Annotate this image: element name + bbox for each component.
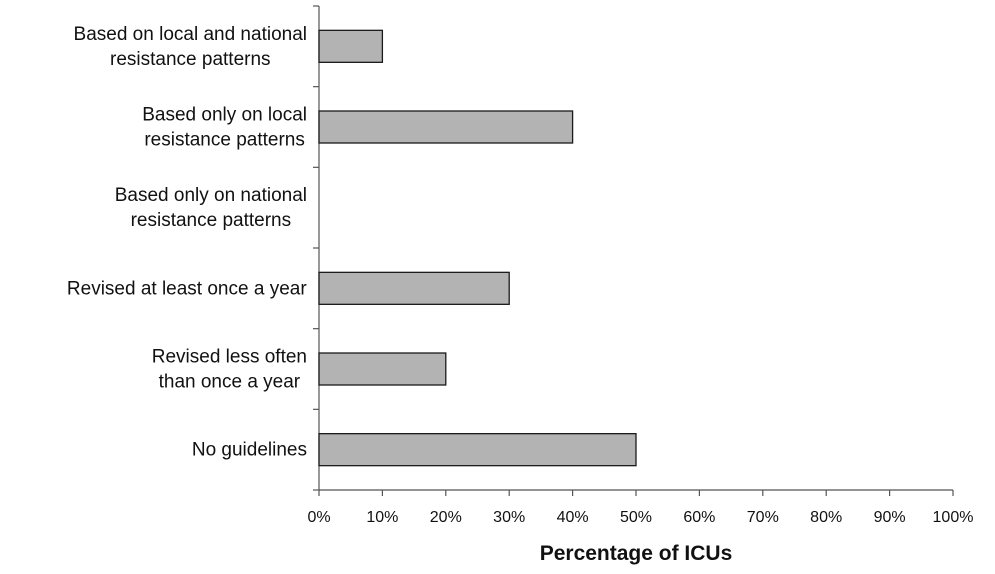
x-tick-label: 70% [747, 509, 779, 526]
category-label-line: resistance patterns [131, 210, 292, 231]
chart-axes [313, 5, 954, 496]
bar [318, 271, 510, 305]
category-label-line: Based only on national [115, 185, 307, 206]
x-tick-label: 90% [874, 509, 906, 526]
x-tick-label: 40% [557, 509, 589, 526]
x-tick-label: 60% [683, 509, 715, 526]
category-label-line: than once a year [159, 372, 301, 393]
category-label-line: resistance patterns [110, 49, 271, 70]
x-tick-label: 20% [430, 509, 462, 526]
bar [318, 110, 574, 144]
x-tick-label: 10% [366, 509, 398, 526]
x-tick-label: 0% [307, 509, 330, 526]
bar [318, 29, 384, 63]
bar [318, 352, 447, 386]
x-tick-label: 50% [620, 509, 652, 526]
category-label-line: resistance patterns [144, 130, 305, 151]
category-label-line: Based on local and national [74, 24, 307, 45]
category-label-line: Revised at least once a year [67, 278, 307, 299]
category-label-line: Revised less often [152, 347, 307, 368]
bar [318, 433, 637, 467]
category-label: Based only on national resistance pattern… [115, 185, 307, 231]
x-tick-label: 80% [810, 509, 842, 526]
category-label: No guidelines [192, 440, 307, 461]
category-labels: Based on local and national resistance pa… [67, 24, 307, 461]
x-axis-title: Percentage of ICUs [540, 542, 733, 565]
x-tick-label: 30% [493, 509, 525, 526]
x-tick-labels: 0% 10% 20% 30% 40% 50% 60% 70% 80% 90% 100% [307, 509, 973, 526]
category-label: Revised at least once a year [67, 278, 307, 299]
chart-bars [318, 29, 637, 467]
category-label-line: No guidelines [192, 440, 307, 461]
category-label: Based only on local resistance patterns [142, 105, 307, 151]
category-label: Revised less often than once a year [152, 347, 307, 393]
x-tick-label: 100% [933, 509, 974, 526]
category-label-line: Based only on local [142, 105, 307, 126]
category-label: Based on local and national resistance pa… [74, 24, 307, 70]
